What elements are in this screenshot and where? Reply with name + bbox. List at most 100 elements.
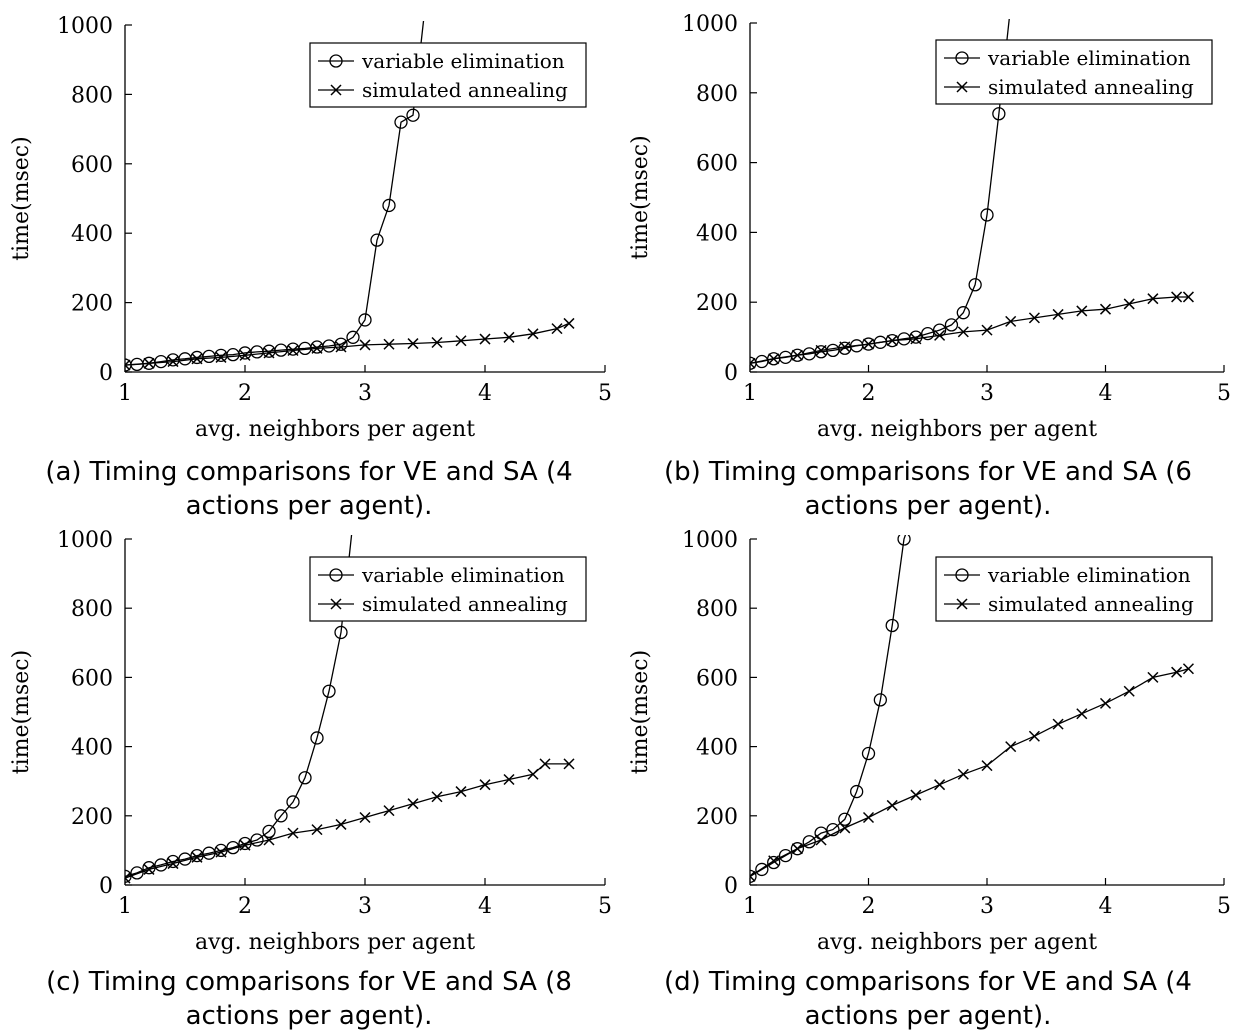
chart-d-y-tick-label: 0 bbox=[724, 874, 738, 899]
chart-b-sa-point bbox=[1171, 291, 1183, 303]
chart-a-ve-point bbox=[334, 337, 348, 351]
chart-b-x-tick-label: 2 bbox=[862, 381, 876, 406]
chart-d-legend-sa-label: simulated annealing bbox=[988, 592, 1194, 616]
chart-b-y-tick-label: 600 bbox=[696, 152, 738, 177]
chart-d-ve-point bbox=[849, 784, 864, 799]
chart-b-y-tick-label: 1000 bbox=[682, 12, 738, 37]
chart-d-x-tick-label: 5 bbox=[1217, 894, 1231, 919]
chart-d-legend: variable elimination simulated annealing bbox=[935, 556, 1213, 622]
chart-d-sa-point bbox=[750, 870, 756, 882]
chart-b-caption-text: Timing comparisons for VE and SA (6 acti… bbox=[708, 457, 1192, 521]
chart-a-sa-point bbox=[125, 359, 131, 371]
chart-a-ve-point bbox=[382, 198, 396, 213]
chart-a-ve-point bbox=[394, 115, 408, 129]
chart-d-sa-point bbox=[1076, 708, 1088, 720]
chart-d-y-tick-label: 400 bbox=[696, 736, 738, 761]
chart-a-caption-text: Timing comparisons for VE and SA (4 acti… bbox=[89, 457, 573, 521]
chart-d-y-axis-label: time(msec) bbox=[628, 650, 653, 774]
chart-b-sa-point bbox=[957, 326, 969, 338]
chart-d-sa-point bbox=[886, 799, 898, 811]
chart-panel-b: 1 2 3 4 5 0 200 400 600 800 1000 avg. neighbors per… bbox=[619, 0, 1237, 521]
chart-d-sa-point bbox=[1123, 685, 1135, 697]
chart-a-sa-point bbox=[551, 323, 563, 335]
chart-c-ve-point bbox=[226, 840, 240, 855]
chart-b-sa-point bbox=[750, 357, 756, 369]
chart-c-ve-point bbox=[130, 866, 144, 880]
chart-a-ve-point bbox=[370, 233, 384, 247]
chart-c-sa-point bbox=[311, 824, 323, 836]
chart-a-sa-point bbox=[431, 336, 443, 349]
chart-a-caption-label: (a) bbox=[45, 457, 82, 487]
chart-b-sa-point bbox=[1123, 298, 1135, 310]
chart-d-y-tick-label: 800 bbox=[696, 597, 738, 622]
chart-a-sa-point bbox=[335, 341, 347, 353]
chart-c-ve-point bbox=[274, 809, 288, 823]
chart-c-legend-box bbox=[309, 556, 587, 622]
chart-d-legend-ve-marker bbox=[955, 568, 969, 582]
chart-c-sa-line bbox=[125, 763, 569, 879]
chart-d-ve-point bbox=[778, 848, 793, 863]
chart-b-ve-point bbox=[909, 330, 923, 344]
chart-d-legend-box bbox=[935, 556, 1213, 622]
chart-a-legend: variable elimination simulated annealing bbox=[309, 42, 587, 108]
chart-c-ve-point bbox=[298, 771, 312, 785]
chart-d-sa-point bbox=[1005, 741, 1017, 753]
chart-c-sa-point bbox=[407, 798, 419, 810]
chart-b-sa-point bbox=[1005, 315, 1017, 327]
chart-b-sa-point bbox=[1028, 312, 1040, 324]
chart-c-x-tick-label: 2 bbox=[238, 894, 252, 919]
chart-a-ve-point bbox=[406, 108, 420, 122]
chart-c-sa-point bbox=[215, 846, 227, 858]
chart-d-legend-ve-label: variable elimination bbox=[987, 563, 1191, 587]
chart-b-sa-point bbox=[839, 341, 851, 353]
chart-c-sa-point bbox=[335, 818, 347, 830]
chart-c-y-tick-label: 200 bbox=[71, 805, 113, 830]
chart-d-sa-point bbox=[1028, 730, 1040, 742]
chart-d-caption-label: (d) bbox=[664, 967, 701, 997]
chart-b-svg: 1 2 3 4 5 0 200 400 600 800 1000 avg. neighbors per… bbox=[628, 12, 1231, 442]
chart-a-sa-point bbox=[503, 331, 515, 343]
chart-c-legend: variable elimination simulated annealing bbox=[309, 556, 587, 622]
chart-b-sa-point bbox=[1147, 293, 1159, 305]
chart-a-ve-point bbox=[346, 330, 360, 344]
chart-d-svg: 1 2 3 4 5 0 200 400 600 800 1000 avg. neighbors per… bbox=[628, 528, 1231, 955]
chart-a-sa-point bbox=[479, 333, 491, 345]
chart-a-y-axis-label: time(msec) bbox=[9, 136, 34, 260]
chart-b-ve-point bbox=[968, 278, 982, 292]
chart-c-y-tick-label: 0 bbox=[99, 874, 113, 899]
chart-a-svg: 1 2 3 4 5 0 200 400 600 800 1000 avg. neighbors per… bbox=[9, 14, 612, 442]
chart-c-caption-text: Timing comparisons for VE and SA (8 acti… bbox=[88, 967, 572, 1031]
chart-a-legend-ve-marker bbox=[329, 54, 343, 68]
chart-a-x-tick-label: 1 bbox=[118, 381, 132, 406]
chart-d-ve-point bbox=[755, 862, 769, 877]
chart-a-y-tick-label: 1000 bbox=[57, 14, 113, 39]
chart-b-sa-line bbox=[750, 296, 1189, 364]
chart-c-ve-point bbox=[310, 731, 324, 745]
chart-c-ve-point bbox=[250, 833, 264, 847]
chart-d-ve-point bbox=[873, 693, 888, 707]
chart-d-caption: (d) Timing comparisons for VE and SA (4 a… bbox=[619, 965, 1237, 1033]
chart-a-sa-point bbox=[215, 351, 227, 363]
chart-d-ve-line bbox=[750, 535, 907, 877]
chart-b-sa-point bbox=[934, 329, 946, 341]
chart-a-sa-line bbox=[125, 322, 570, 366]
chart-d-ve-point bbox=[750, 869, 757, 883]
chart-c-sa-point bbox=[359, 811, 371, 824]
chart-c-sa-point bbox=[191, 851, 203, 863]
chart-b-ve-point bbox=[956, 306, 970, 320]
chart-c-sa-point bbox=[287, 827, 299, 839]
chart-c-sa-point bbox=[383, 805, 395, 817]
chart-d-ve-point bbox=[790, 842, 805, 856]
chart-d-legend-sa-marker bbox=[956, 598, 968, 610]
chart-b-x-axis-label: avg. neighbors per agent bbox=[817, 417, 1097, 442]
chart-c-sa-point bbox=[563, 758, 575, 770]
chart-c-y-tick-label: 1000 bbox=[57, 528, 113, 553]
chart-c-x-tick-label: 1 bbox=[118, 894, 132, 919]
chart-d-x-tick-label: 4 bbox=[1099, 894, 1113, 919]
chart-b-y-axis-label: time(msec) bbox=[628, 135, 653, 259]
chart-d-ve-point bbox=[826, 822, 840, 837]
chart-c-x-tick-label: 3 bbox=[358, 894, 372, 919]
chart-a-sa-point bbox=[527, 328, 539, 340]
chart-c-x-axis-label: avg. neighbors per agent bbox=[195, 930, 475, 955]
chart-c-x-tick-label: 4 bbox=[478, 894, 492, 919]
